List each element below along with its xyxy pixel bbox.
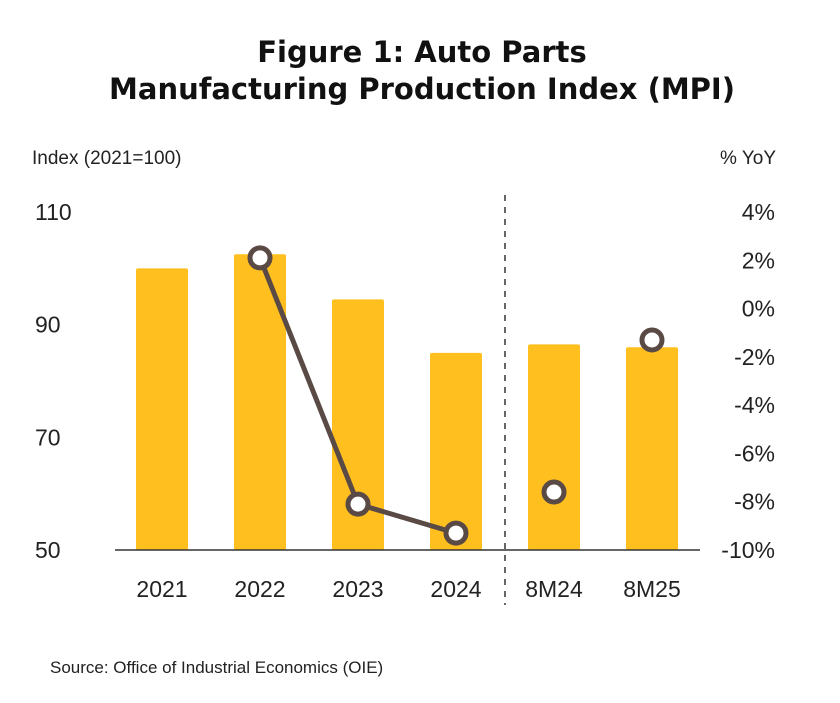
left-tick-label: 50 [35, 537, 61, 563]
right-axis-ticks: 4% 2% 0% -2% -4% -6% -8% -10% [721, 199, 775, 563]
left-tick-label: 110 [35, 199, 72, 225]
bar-8m25 [626, 347, 678, 550]
x-tick-label: 8M25 [623, 576, 681, 602]
yoy-line-segment [355, 501, 459, 536]
x-tick-label: 2021 [136, 576, 187, 602]
yoy-line-layer [247, 245, 665, 546]
left-tick-label: 70 [35, 424, 61, 450]
yoy-line-segment [257, 255, 361, 507]
bar-2023 [332, 299, 384, 550]
chart-title-line-1: Figure 1: Auto Parts [257, 35, 587, 69]
x-tick-label: 2024 [430, 576, 481, 602]
source-note: Source: Office of Industrial Economics (… [50, 658, 383, 677]
right-axis-title: % YoY [720, 148, 776, 169]
left-tick-label: 90 [35, 312, 61, 338]
x-axis-ticks: 2021 2022 2023 2024 8M24 8M25 [136, 576, 680, 602]
bar-2022 [234, 254, 286, 550]
right-tick-label: -8% [734, 489, 775, 515]
right-tick-label: 4% [742, 199, 775, 225]
x-tick-label: 2023 [332, 576, 383, 602]
right-tick-label: -2% [734, 344, 775, 370]
right-tick-label: -4% [734, 392, 775, 418]
bars-layer [136, 254, 678, 550]
bar-2021 [136, 268, 188, 550]
yoy-point-2023 [345, 491, 371, 517]
bar-2024 [430, 352, 482, 550]
yoy-point-8m24 [541, 479, 567, 505]
right-tick-label: 0% [742, 296, 775, 322]
right-tick-label: -10% [721, 537, 775, 563]
x-tick-label: 2022 [234, 576, 285, 602]
yoy-point-2022 [247, 245, 273, 271]
yoy-point-2024 [443, 520, 469, 546]
bar-8m24 [528, 344, 580, 550]
left-axis-title: Index (2021=100) [32, 148, 181, 169]
left-axis-ticks: 110 90 70 50 [35, 199, 72, 563]
x-tick-label: 8M24 [525, 576, 583, 602]
right-tick-label: 2% [742, 247, 775, 273]
chart-title-line-2: Manufacturing Production Index (MPI) [109, 72, 735, 106]
right-tick-label: -6% [734, 440, 775, 466]
yoy-point-8m25 [639, 327, 665, 353]
